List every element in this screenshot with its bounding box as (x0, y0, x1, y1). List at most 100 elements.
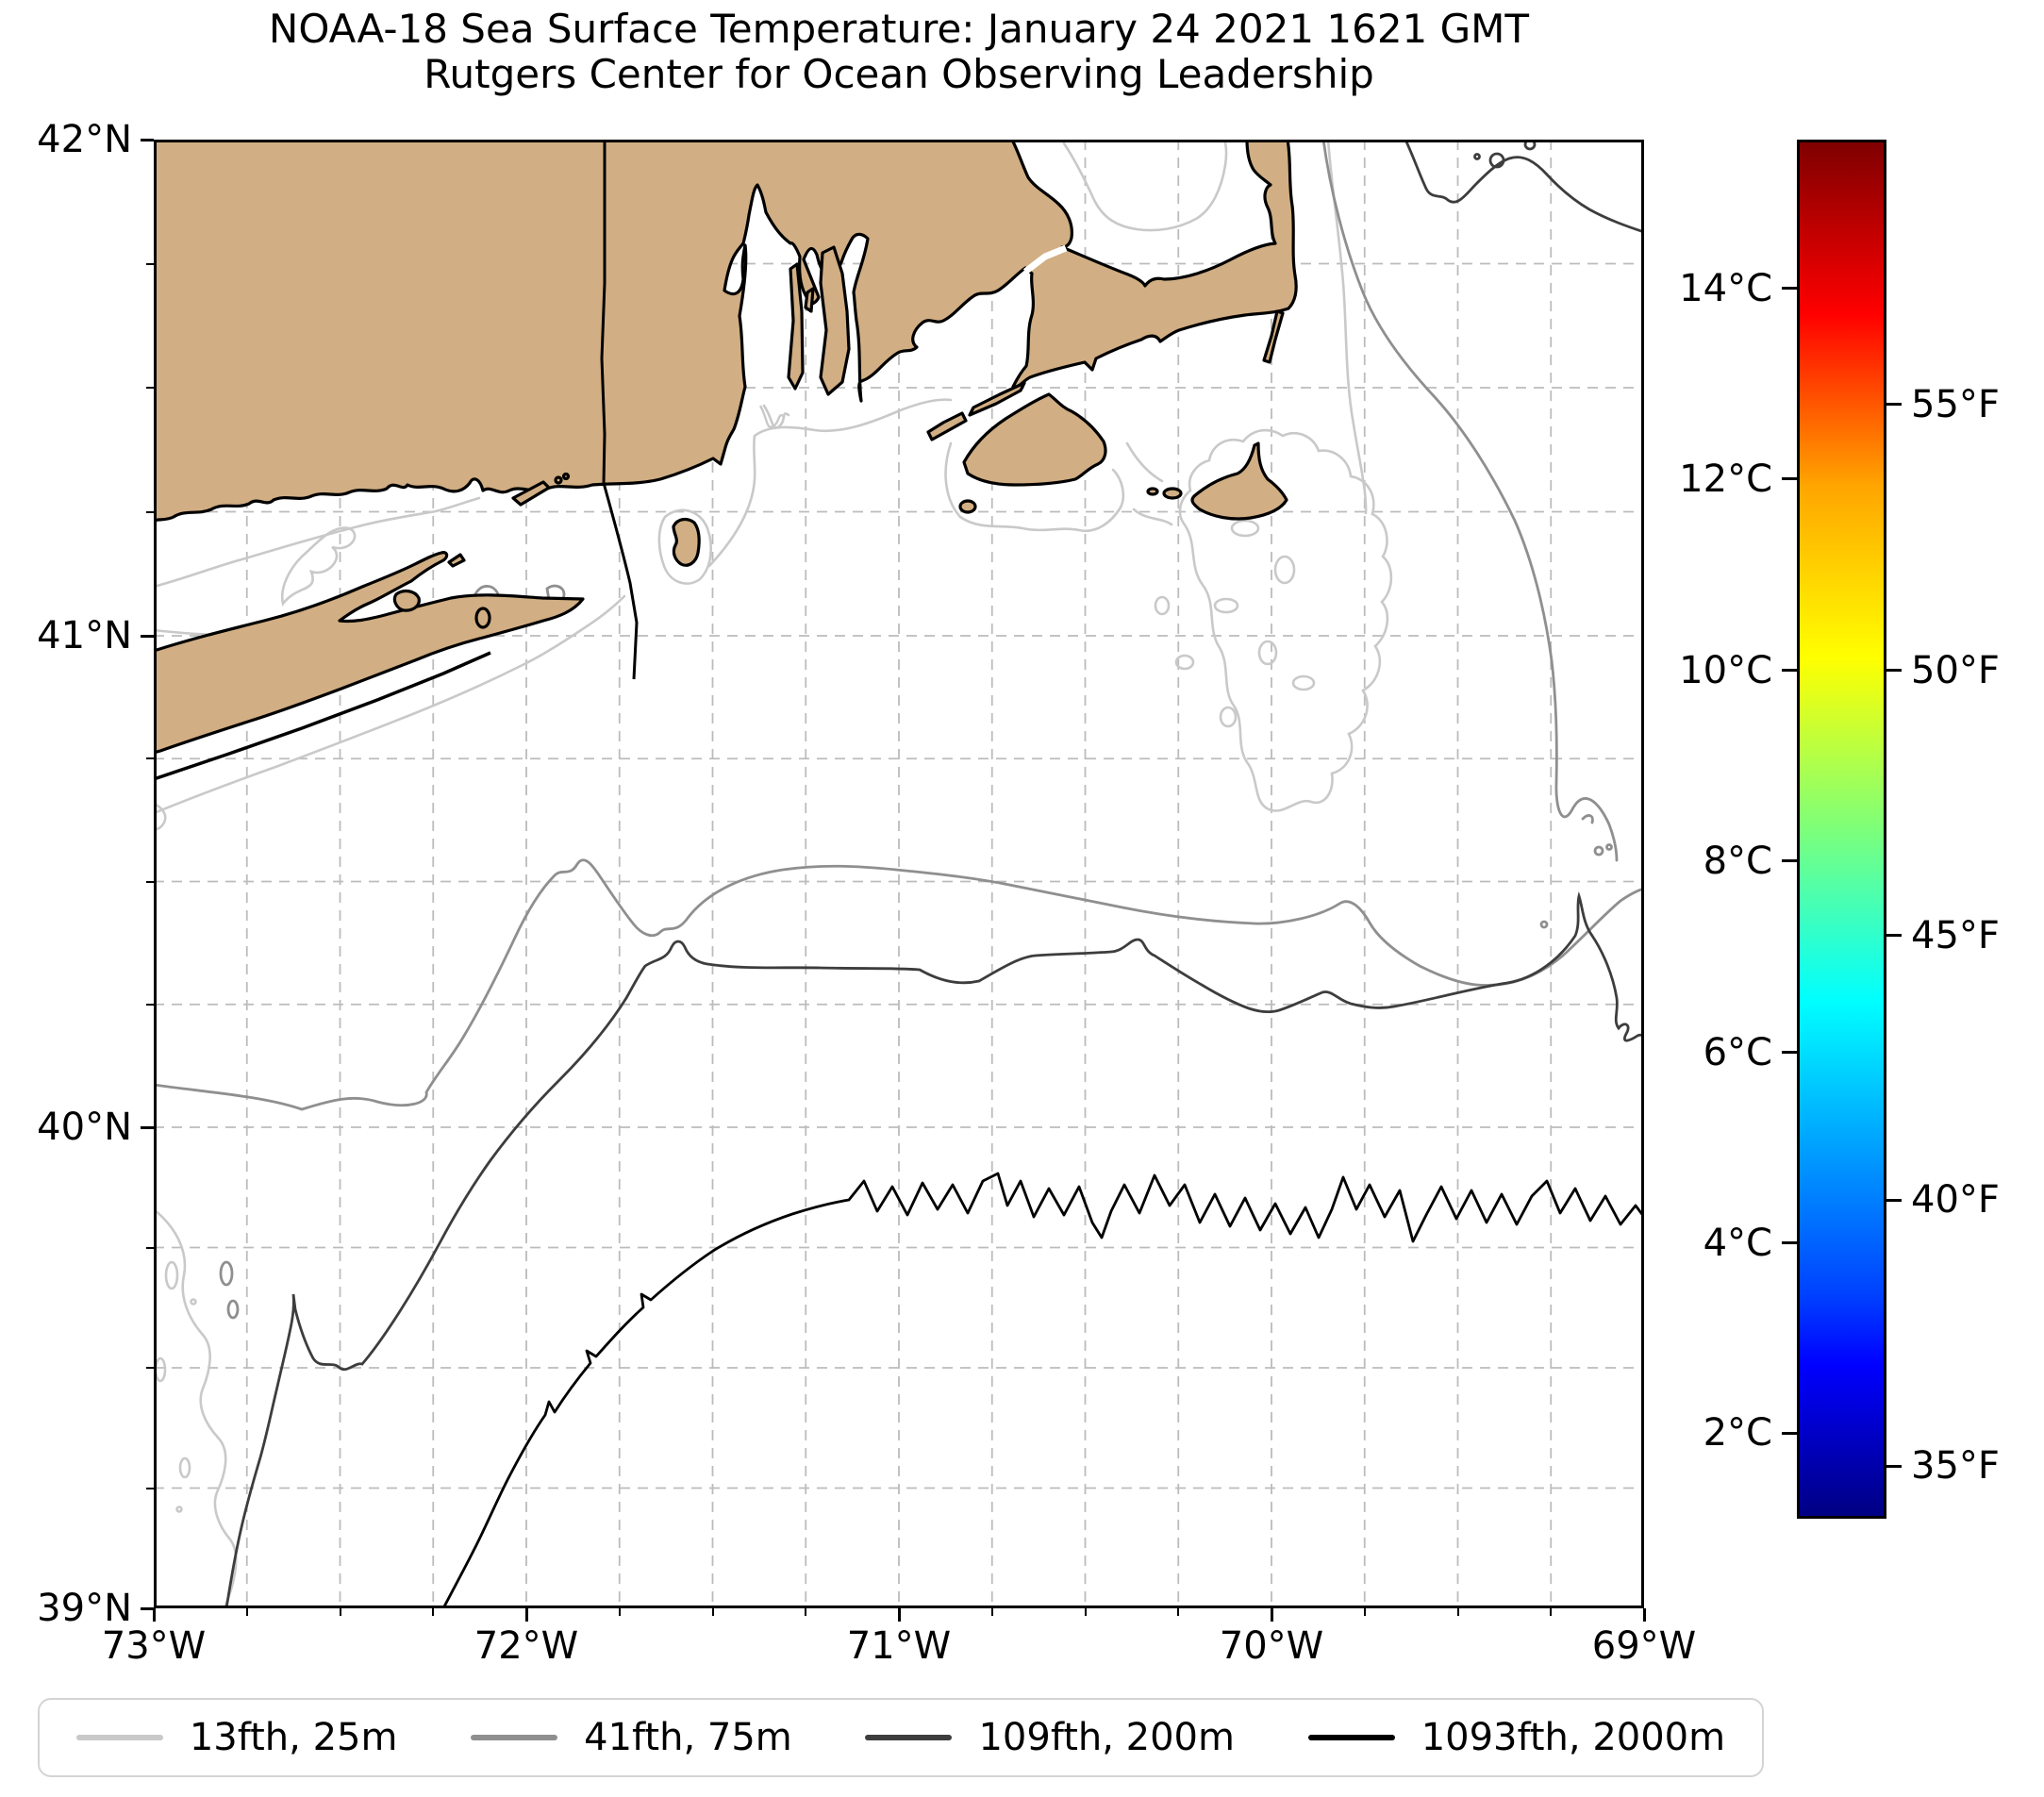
x-major-tick (1270, 1608, 1273, 1622)
x-tick-label: 71°W (846, 1624, 952, 1668)
y-major-tick (141, 1125, 154, 1129)
legend-label-109fth: 109fth, 200m (978, 1716, 1235, 1759)
x-major-tick (524, 1608, 528, 1622)
block-island (672, 517, 701, 567)
colorbar-celsius-label: 12°C (1679, 457, 1772, 501)
y-tick-label: 42°N (37, 118, 132, 161)
legend-line-13fth (75, 1735, 163, 1740)
tuckernuck-island (1162, 487, 1183, 500)
x-minor-tick (339, 1608, 341, 1616)
y-minor-tick (146, 880, 154, 883)
x-minor-tick (711, 1608, 714, 1616)
colorbar-celsius-label: 4°C (1703, 1221, 1772, 1265)
legend-line-41fth (471, 1735, 558, 1740)
nomans-land (958, 499, 977, 514)
marthas-vineyard (962, 392, 1107, 487)
x-tick-label: 73°W (101, 1624, 207, 1668)
y-minor-tick (146, 510, 154, 513)
bathymetry-legend: 13fth, 25m 41fth, 75m 109fth, 200m 1093f… (38, 1698, 1764, 1777)
figure-subtitle: Rutgers Center for Ocean Observing Leade… (424, 51, 1374, 97)
y-minor-tick (146, 262, 154, 265)
legend-entry-1093fth: 1093fth, 2000m (1307, 1716, 1726, 1759)
y-tick-label: 41°N (37, 614, 132, 657)
x-minor-tick (245, 1608, 248, 1616)
legend-entry-41fth: 41fth, 75m (471, 1716, 792, 1759)
y-minor-tick (146, 1487, 154, 1489)
colorbar-celsius-label: 8°C (1703, 839, 1772, 883)
y-major-tick (141, 138, 154, 141)
y-tick-label: 39°N (37, 1587, 132, 1630)
colorbar-celsius-tick (1782, 859, 1797, 863)
figure-title: NOAA-18 Sea Surface Temperature: January… (268, 6, 1530, 52)
y-tick-label: 40°N (37, 1106, 132, 1149)
x-minor-tick (1550, 1608, 1553, 1616)
x-minor-tick (990, 1608, 993, 1616)
plum-island (447, 553, 466, 568)
colorbar-celsius-tick (1782, 477, 1797, 481)
colorbar-celsius-tick (1782, 287, 1797, 291)
nantucket (1190, 441, 1288, 521)
long-island (154, 551, 585, 755)
colorbar-celsius-tick (1782, 669, 1797, 673)
colorbar-fahrenheit-tick (1886, 669, 1902, 673)
mainland-newengland (154, 140, 1298, 523)
cape-cod-canal (1022, 244, 1068, 275)
muskeget-island (1146, 487, 1159, 496)
colorbar-fahrenheit-tick (1886, 934, 1902, 938)
temperature-colorbar (1797, 140, 1886, 1519)
x-minor-tick (618, 1608, 621, 1616)
aquidneck-island (819, 245, 851, 396)
x-tick-label: 69°W (1591, 1624, 1697, 1668)
legend-label-1093fth: 1093fth, 2000m (1421, 1716, 1726, 1759)
y-minor-tick (146, 1246, 154, 1249)
x-tick-label: 72°W (474, 1624, 579, 1668)
y-minor-tick (146, 1003, 154, 1006)
legend-line-1093fth (1307, 1735, 1395, 1740)
x-minor-tick (1084, 1608, 1087, 1616)
y-minor-tick (146, 1367, 154, 1369)
y-major-tick (141, 1606, 154, 1610)
colorbar-celsius-label: 6°C (1703, 1030, 1772, 1074)
y-minor-tick (146, 387, 154, 389)
colorbar-celsius-label: 14°C (1679, 266, 1772, 310)
colorbar-fahrenheit-label: 40°F (1911, 1178, 2000, 1223)
x-major-tick (897, 1608, 901, 1622)
x-minor-tick (1456, 1608, 1459, 1616)
x-minor-tick (805, 1608, 807, 1616)
shelter-island (392, 589, 421, 612)
colorbar-fahrenheit-label: 35°F (1911, 1444, 2000, 1489)
y-minor-tick (146, 757, 154, 760)
colorbar-fahrenheit-tick (1886, 1464, 1902, 1468)
colorbar-celsius-label: 10°C (1679, 648, 1772, 692)
x-minor-tick (1177, 1608, 1180, 1616)
monomoy-island (1262, 309, 1285, 364)
gardiners-island (474, 607, 491, 629)
colorbar-fahrenheit-label: 55°F (1911, 382, 2000, 426)
elizabeth-islands (926, 381, 1026, 441)
plot-frame (154, 140, 1644, 1608)
colorbar-celsius-tick (1782, 1051, 1797, 1055)
x-minor-tick (432, 1608, 435, 1616)
land-polygons (154, 140, 1298, 755)
pond-detail (758, 405, 786, 428)
y-major-tick (141, 634, 154, 638)
contour-13fth (154, 140, 1393, 1608)
map-canvas (154, 140, 1644, 1608)
legend-line-109fth (865, 1735, 953, 1740)
x-major-tick (1642, 1608, 1646, 1622)
contour-109fth (224, 140, 1644, 1608)
colorbar-fahrenheit-tick (1886, 1198, 1902, 1202)
fishers-island (511, 480, 551, 507)
x-minor-tick (1363, 1608, 1366, 1616)
legend-entry-109fth: 109fth, 200m (865, 1716, 1235, 1759)
legend-entry-13fth: 13fth, 25m (75, 1716, 398, 1759)
graticule-gridlines (154, 140, 1644, 1608)
colorbar-fahrenheit-label: 50°F (1911, 648, 2000, 692)
prudence-island (804, 287, 815, 313)
colorbar-fahrenheit-label: 45°F (1911, 913, 2000, 957)
colorbar-celsius-tick (1782, 1431, 1797, 1435)
conanicut-island (787, 262, 805, 391)
legend-label-13fth: 13fth, 25m (189, 1716, 398, 1759)
colorbar-celsius-label: 2°C (1703, 1411, 1772, 1456)
colorbar-fahrenheit-tick (1886, 403, 1902, 407)
